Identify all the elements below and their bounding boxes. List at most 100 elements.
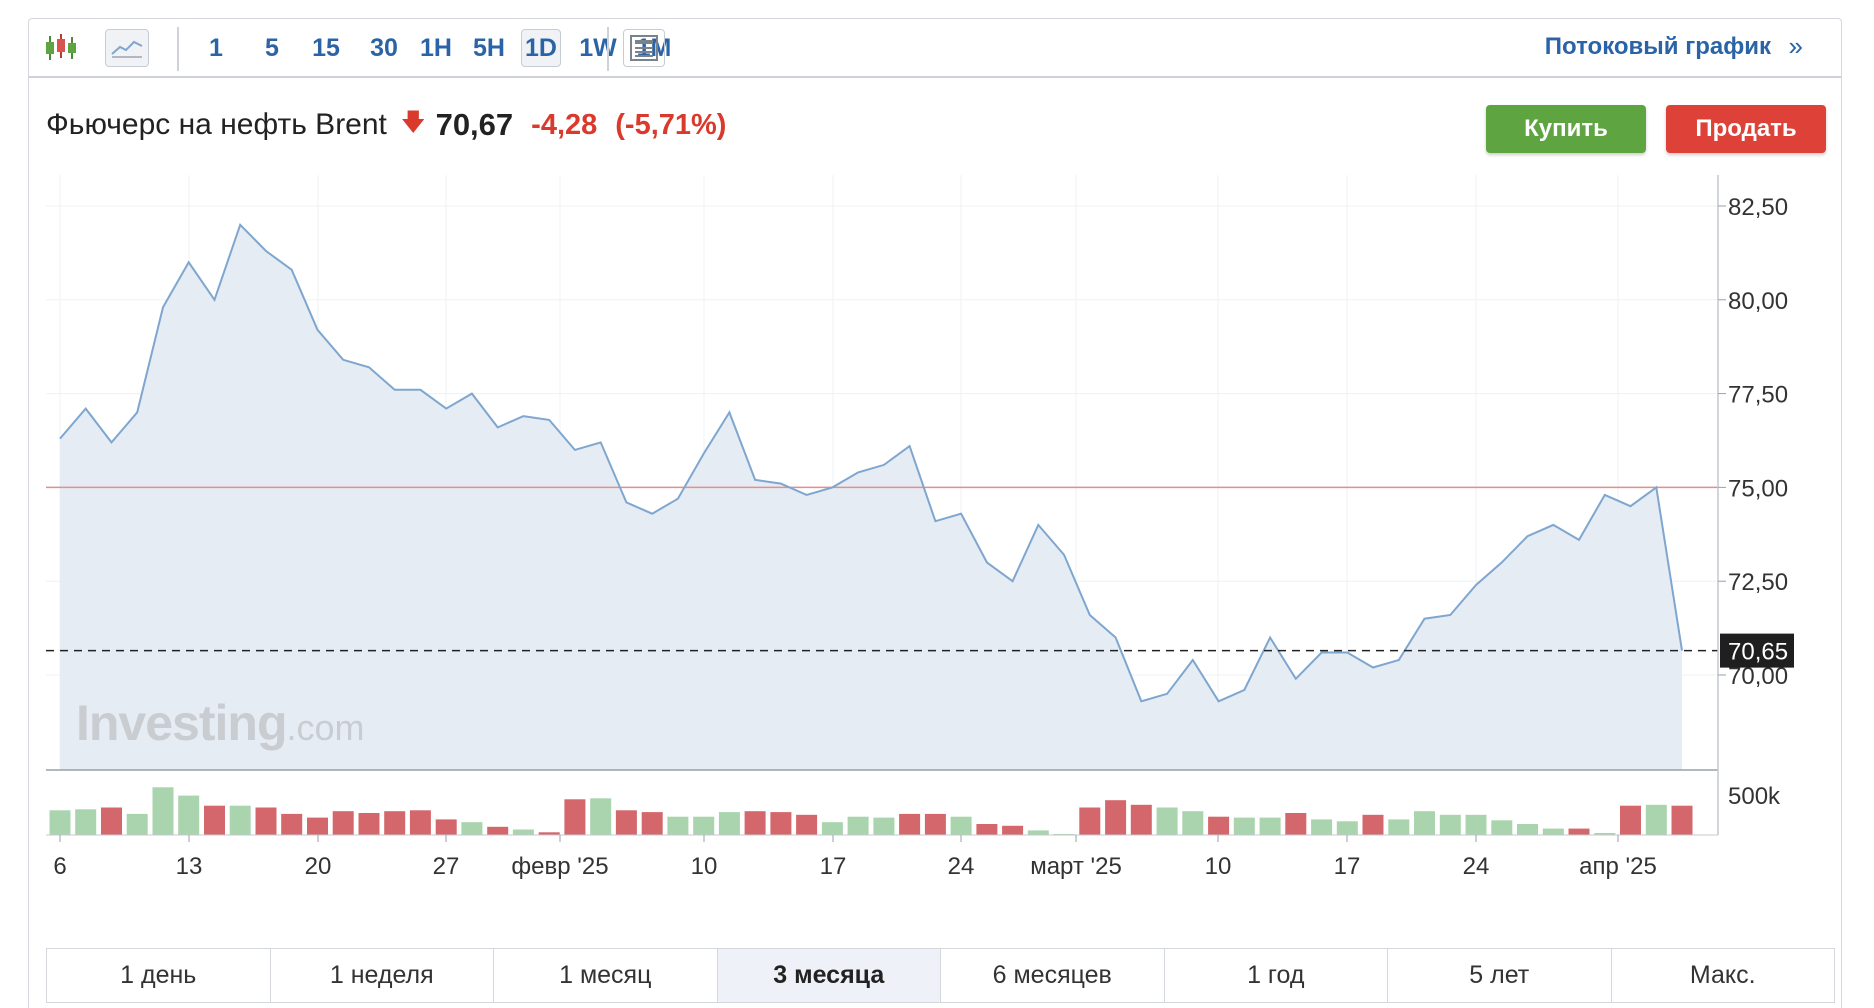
range-button[interactable]: 1 год (1165, 949, 1388, 1002)
volume-bar[interactable] (332, 811, 354, 835)
volume-bar[interactable] (461, 822, 483, 835)
interval-button-1w[interactable]: 1W (579, 33, 617, 62)
price-chart[interactable]: 82,5080,0077,5075,0072,5070,0070,65500k6… (0, 0, 1874, 900)
x-tick-label: 24 (1463, 853, 1490, 880)
volume-bar[interactable] (178, 795, 200, 835)
x-tick-label: 27 (433, 853, 460, 880)
volume-bar[interactable] (1465, 814, 1487, 835)
range-button[interactable]: 6 месяцев (941, 949, 1165, 1002)
volume-bar[interactable] (1079, 807, 1101, 836)
buy-button[interactable]: Купить (1486, 105, 1646, 153)
volume-bar[interactable] (796, 814, 818, 835)
volume-bar[interactable] (1208, 816, 1230, 835)
volume-bar[interactable] (1285, 813, 1307, 835)
volume-bar[interactable] (307, 817, 328, 835)
interval-button-1d[interactable]: 1D (521, 29, 561, 67)
volume-bar[interactable] (75, 809, 97, 835)
range-button[interactable]: 3 месяца (717, 949, 941, 1002)
volume-bar[interactable] (641, 812, 663, 835)
volume-bar[interactable] (1130, 804, 1152, 836)
volume-bar[interactable] (1105, 800, 1127, 835)
range-button[interactable]: Макс. (1689, 961, 1756, 989)
volume-bar[interactable] (358, 813, 380, 835)
volume-bar[interactable] (1156, 807, 1178, 836)
volume-bar[interactable] (1233, 817, 1255, 835)
last-price: 70,67 (435, 107, 514, 142)
y-tick-label: 72,50 (1728, 569, 1788, 596)
volume-bar[interactable] (1620, 805, 1641, 835)
volume-bar[interactable] (1259, 817, 1281, 835)
volume-bar[interactable] (384, 811, 406, 835)
instrument-name: Фьючерс на нефть Brent (46, 108, 387, 141)
volume-bar[interactable] (950, 816, 972, 835)
streaming-chart-link[interactable]: Потоковый график (1544, 33, 1771, 60)
interval-button-5[interactable]: 5 (265, 33, 279, 62)
volume-bar[interactable] (1439, 814, 1461, 835)
volume-bar[interactable] (512, 829, 534, 836)
volume-bar[interactable] (770, 812, 792, 835)
volume-bar[interactable] (899, 813, 921, 835)
volume-bar[interactable] (718, 812, 740, 835)
volume-bar[interactable] (152, 787, 174, 835)
volume-bar[interactable] (281, 813, 303, 835)
current-price-tag (1720, 633, 1794, 668)
volume-bar[interactable] (976, 824, 998, 835)
volume-bar[interactable] (1542, 828, 1564, 835)
volume-bar[interactable] (204, 805, 225, 835)
x-tick-label: 20 (305, 853, 332, 880)
interval-button-1h[interactable]: 1H (420, 33, 452, 62)
area-chart-icon[interactable] (105, 29, 149, 67)
volume-bar[interactable] (873, 817, 895, 835)
volume-bar[interactable] (1311, 819, 1333, 835)
volume-bar[interactable] (1645, 804, 1667, 836)
sell-button[interactable]: Продать (1666, 105, 1826, 153)
x-tick-label: 17 (820, 853, 847, 880)
range-button[interactable]: 1 день (47, 949, 271, 1002)
volume-bar[interactable] (1027, 830, 1049, 835)
x-tick-label: 6 (53, 853, 66, 880)
volume-bar[interactable] (255, 807, 277, 836)
volume-bar[interactable] (1362, 814, 1384, 835)
volume-bar[interactable] (847, 816, 869, 835)
volume-bar[interactable] (1002, 825, 1024, 835)
double-chevron-right-icon[interactable]: » (1788, 31, 1803, 61)
quote-header: Фьючерс на нефть Brent 🡇 70,67 -4,28 (-5… (46, 104, 726, 146)
interval-button-15[interactable]: 15 (312, 33, 340, 62)
interval-button-5h[interactable]: 5H (473, 33, 505, 62)
volume-bar[interactable] (1388, 819, 1410, 835)
candlestick-chart-icon[interactable] (41, 29, 81, 67)
range-button[interactable]: 1 неделя (271, 949, 494, 1002)
volume-bar[interactable] (1491, 820, 1513, 835)
volume-bar[interactable] (101, 807, 122, 836)
interval-button-30[interactable]: 30 (370, 33, 398, 62)
x-tick-label: март '25 (1030, 853, 1122, 880)
volume-bar[interactable] (1568, 828, 1590, 835)
volume-bar[interactable] (1336, 821, 1358, 836)
volume-bar[interactable] (49, 810, 71, 836)
volume-bar[interactable] (564, 799, 586, 836)
volume-bar[interactable] (1182, 811, 1204, 835)
volume-bar[interactable] (590, 798, 612, 835)
volume-bar[interactable] (487, 826, 509, 836)
news-overlay-icon[interactable] (623, 29, 665, 67)
volume-bar[interactable] (821, 822, 843, 835)
volume-bar[interactable] (229, 805, 251, 835)
volume-bar[interactable] (409, 810, 431, 836)
volume-bar[interactable] (693, 816, 715, 835)
volume-bar[interactable] (1594, 833, 1616, 835)
volume-bar[interactable] (1671, 805, 1693, 835)
volume-bar[interactable] (126, 813, 148, 835)
volume-bar[interactable] (615, 810, 637, 836)
interval-button-1[interactable]: 1 (209, 33, 223, 62)
y-tick-label: 75,00 (1728, 475, 1788, 502)
volume-bar[interactable] (1517, 824, 1538, 835)
price-line[interactable] (59, 222, 1683, 703)
range-button[interactable]: 1 месяц (494, 949, 718, 1002)
range-button[interactable]: 5 лет (1388, 949, 1612, 1002)
volume-bar[interactable] (435, 819, 457, 835)
volume-bar[interactable] (924, 813, 946, 835)
volume-bar[interactable] (744, 811, 766, 835)
volume-bar[interactable] (538, 832, 560, 836)
volume-bar[interactable] (1414, 811, 1435, 835)
volume-bar[interactable] (667, 816, 689, 835)
